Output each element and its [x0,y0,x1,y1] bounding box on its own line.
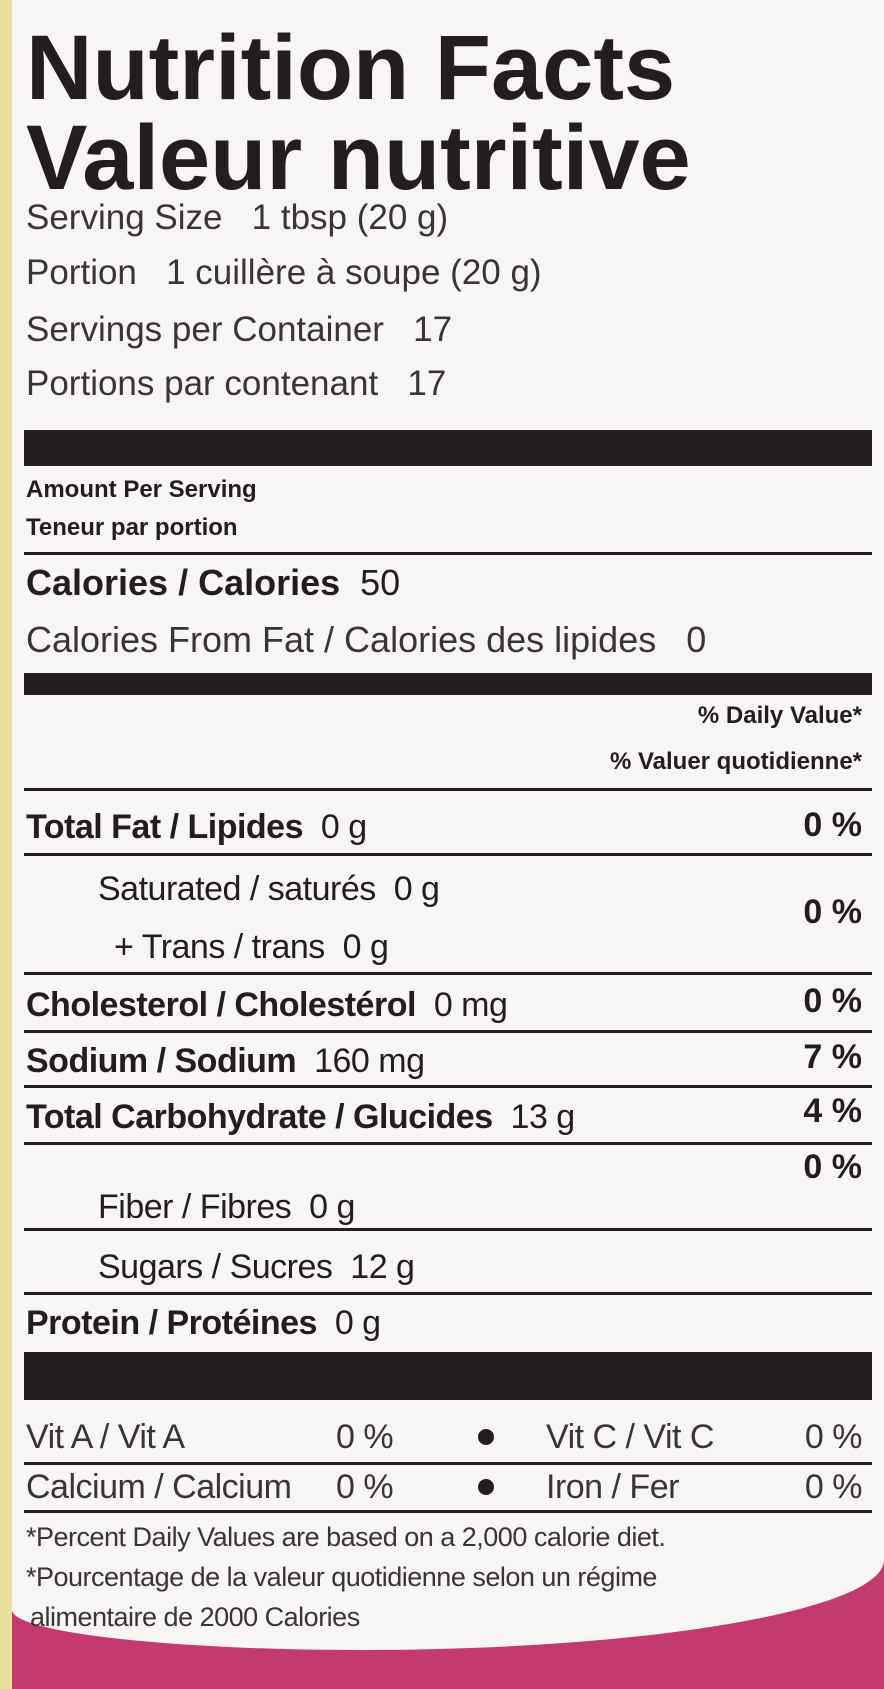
nutrient-label: + Trans / trans [114,928,325,966]
iron-value: 0 % [804,1468,863,1506]
divider [24,1292,872,1295]
nutrient-amount: 0 mg [433,986,508,1024]
nutrient-label: Cholesterol / Cholestérol [26,986,416,1024]
portions-value: 17 [407,364,447,403]
nutrient-amount: 12 g [350,1248,415,1286]
title-english: Nutrition Facts [26,17,676,119]
nutrient-total-carbohydrate: Total Carbohydrate / Glucides 13 g [26,1100,575,1134]
calcium-value: 0 % [336,1468,394,1506]
dv-fiber: 0 % [803,1148,862,1186]
nutrient-amount: 160 mg [314,1042,425,1080]
dv-saturated: 0 % [803,893,862,931]
divider [24,788,872,791]
nutrient-sugars: Sugars / Sucres 12 g [26,1248,415,1286]
dv-total-carbohydrate: 4 % [803,1092,862,1130]
divider [24,1085,872,1088]
nutrient-amount: 13 g [510,1098,576,1136]
nutrient-trans: + Trans / trans 0 g [26,928,389,966]
divider [24,1030,872,1033]
nutrient-label: Sodium / Sodium [26,1042,297,1080]
bullet-icon [478,1479,494,1495]
valeur-quotidienne-header: % Valuer quotidienne* [609,748,862,775]
bullet-icon [478,1429,494,1445]
dv-sodium: 7 % [803,1038,862,1076]
bullet [426,1479,546,1495]
nutrient-sodium: Sodium / Sodium 160 mg [26,1042,425,1080]
calories-from-fat-row: Calories From Fat / Calories des lipides… [26,622,706,658]
divider [24,552,872,555]
dv-cholesterol: 0 % [803,982,862,1020]
iron-label: Iron / Fer [546,1468,679,1506]
vit-a-label: Vit A / Vit A [26,1418,185,1456]
footnote-french-line1: *Pourcentage de la valeur quotidienne se… [26,1562,657,1592]
amount-per-serving: Amount Per Serving [26,476,257,503]
serving-size-label: Serving Size [26,198,223,237]
portion-value: 1 cuillère à soupe (20 g) [166,253,542,292]
nutrient-amount: 0 g [342,928,389,966]
serving-size: Serving Size 1 tbsp (20 g) [26,200,448,235]
footnote-french-line2: alimentaire de 2000 Calories [30,1602,360,1632]
nutrient-label: Protein / Protéines [26,1304,317,1342]
divider-thick [24,673,872,695]
vit-c-value: 0 % [804,1418,863,1456]
nutrient-protein: Protein / Protéines 0 g [26,1306,381,1340]
nutrient-label: Sugars / Sucres [98,1248,333,1286]
daily-value-header: % Daily Value* [697,702,862,729]
portion-label: Portion [26,253,137,292]
nutrient-label: Fiber / Fibres [98,1188,292,1226]
nutrient-amount: 0 g [334,1304,381,1342]
vit-a-value: 0 % [336,1418,394,1456]
nutrient-amount: 0 g [393,870,440,908]
vit-c-label: Vit C / Vit C [546,1418,714,1456]
nutrient-cholesterol: Cholesterol / Cholestérol 0 mg [26,986,508,1024]
footnote-english: *Percent Daily Values are based on a 2,0… [26,1522,666,1552]
vitamin-row-1: Vit A / Vit A 0 % Vit C / Vit C 0 % [26,1418,863,1456]
serving-size-value: 1 tbsp (20 g) [251,198,449,237]
nutrient-total-fat: Total Fat / Lipides 0 g [26,810,367,844]
divider [24,1228,872,1231]
nutrient-label: Saturated / saturés [98,870,376,908]
divider [24,972,872,975]
servings-label: Servings per Container [26,310,384,349]
calories-row: Calories / Calories 50 [26,565,400,601]
calories-label: Calories / Calories [26,562,341,603]
nutrient-amount: 0 g [320,808,367,846]
nutrient-amount: 0 g [309,1188,355,1226]
divider [24,1510,872,1513]
portion: Portion 1 cuillère à soupe (20 g) [26,255,542,290]
portions-label: Portions par contenant [26,364,379,403]
calcium-label: Calcium / Calcium [26,1468,292,1506]
title-french: Valeur nutritive [26,107,691,209]
divider-thick [24,1352,872,1400]
bullet [426,1429,546,1445]
nutrient-label: Total Carbohydrate / Glucides [26,1098,493,1136]
vitamin-row-2: Calcium / Calcium 0 % Iron / Fer 0 % [26,1468,863,1506]
teneur-par-portion: Teneur par portion [26,514,238,541]
divider-thick [24,430,872,466]
nutrient-fiber: Fiber / Fibres 0 g [26,1190,355,1224]
calories-fat-label: Calories From Fat / Calories des lipides [26,619,657,660]
divider [24,1462,872,1465]
portions-par-contenant: Portions par contenant 17 [26,366,446,401]
calories-value: 50 [360,562,401,603]
servings-value: 17 [413,310,453,349]
nutrient-label: Total Fat / Lipides [26,808,304,846]
calories-fat-value: 0 [686,619,707,660]
servings-per-container: Servings per Container 17 [26,312,452,347]
nutrient-saturated: Saturated / saturés 0 g [26,870,440,908]
dv-total-fat: 0 % [803,806,862,844]
package-edge [0,0,12,1689]
divider [24,1142,872,1145]
divider [24,853,872,856]
